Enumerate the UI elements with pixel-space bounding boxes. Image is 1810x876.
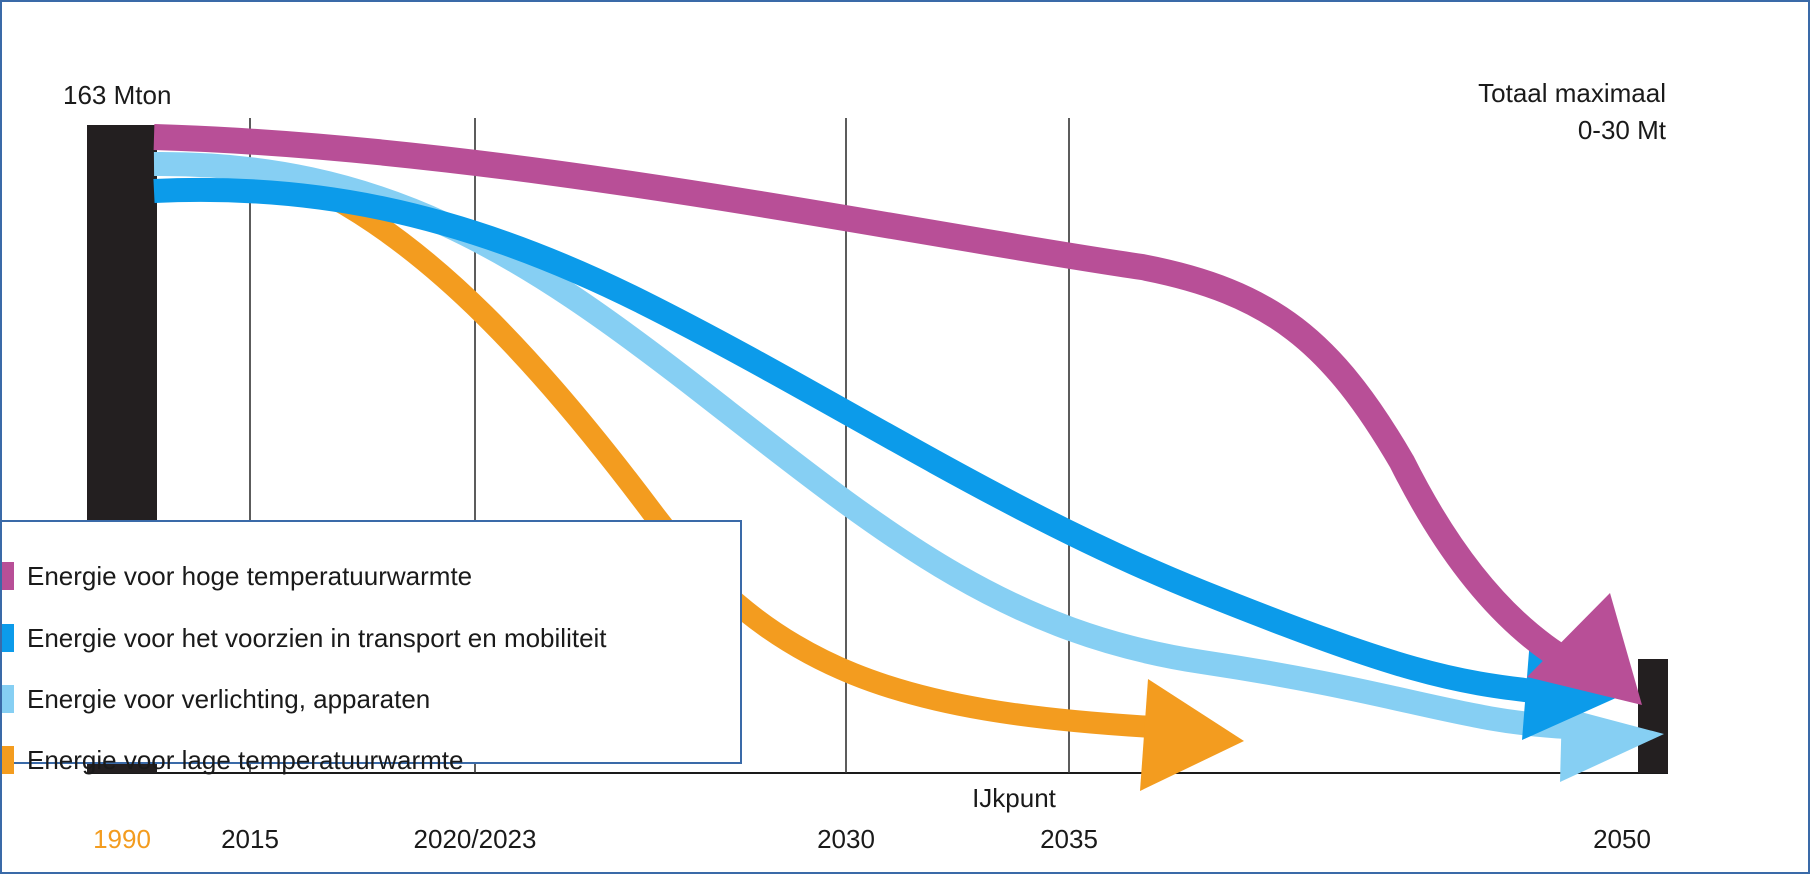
tick-label-1990: 1990 [93, 824, 151, 854]
end-label-line1: Totaal maximaal [1478, 78, 1666, 108]
legend-item-lage-temperatuurwarmte: Energie voor lage temperatuurwarmte [2, 740, 463, 780]
tick-label-2030: 2030 [817, 824, 875, 854]
flow-hoge-temperatuurwarmte [153, 124, 1565, 666]
arrowhead-hoge-temperatuurwarmte [1527, 593, 1642, 705]
legend-label-lage-temperatuurwarmte: Energie voor lage temperatuurwarmte [27, 744, 464, 775]
legend-label-verlichting-apparaten: Energie voor verlichting, apparaten [27, 683, 431, 714]
flow-transport-mobiliteit [153, 177, 1544, 704]
tick-label-2015: 2015 [221, 824, 279, 854]
tick-label-2050: 2050 [1593, 824, 1651, 854]
end-bar-2050 [1638, 659, 1668, 773]
legend-item-verlichting-apparaten: Energie voor verlichting, apparaten [2, 679, 430, 719]
x-axis-tick-labels: 1990 2015 2020/2023 2030 2035 2050 [93, 824, 1651, 854]
legend-item-hoge-temperatuurwarmte: Energie voor hoge temperatuurwarmte [2, 556, 472, 596]
legend-label-hoge-temperatuurwarmte: Energie voor hoge temperatuurwarmte [27, 560, 473, 591]
arrowhead-verlichting-apparaten [1560, 707, 1664, 782]
legend-swatch-transport-mobiliteit [2, 624, 14, 652]
tick-label-2035: 2035 [1040, 824, 1098, 854]
start-value-label: 163 Mton [63, 80, 171, 110]
legend: Energie voor hoge temperatuurwarmte Ener… [0, 520, 742, 775]
legend-swatch-hoge-temperatuurwarmte [2, 562, 14, 590]
legend-swatch-lage-temperatuurwarmte [2, 746, 14, 774]
tick-label-2020-2023: 2020/2023 [414, 824, 537, 854]
arrow-hoge-temperatuurwarmte [153, 124, 1642, 705]
legend-item-transport-mobiliteit: Energie voor het voorzien in transport e… [2, 618, 607, 658]
end-label-line2: 0-30 Mt [1578, 115, 1667, 145]
legend-swatch-verlichting-apparaten [2, 685, 14, 713]
legend-label-transport-mobiliteit: Energie voor het voorzien in transport e… [27, 622, 607, 653]
milestone-label: IJkpunt [972, 783, 1057, 813]
arrowhead-lage-temperatuurwarmte [1140, 679, 1244, 791]
